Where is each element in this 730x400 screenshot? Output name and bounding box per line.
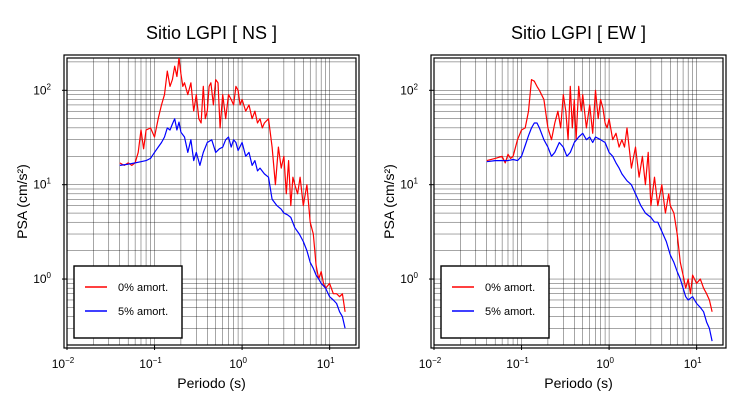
x-tick-exponent: −1: [153, 356, 163, 365]
y-tick-exponent: 2: [47, 82, 52, 91]
x-tick-label: 101: [684, 356, 702, 371]
series-line-0-amort-: [119, 58, 346, 312]
legend-label: 0% amort.: [118, 282, 168, 294]
y-tick-label: 100: [400, 271, 418, 286]
series-group: [119, 58, 346, 329]
x-tick-label: 100: [229, 356, 247, 371]
x-tick-exponent: 1: [330, 356, 335, 365]
plot-frame: [66, 57, 357, 346]
x-tick-exponent: 0: [610, 356, 615, 365]
chart-title: Sitio LGPI [ EW ]: [511, 23, 646, 43]
y-tick-label: 101: [33, 177, 51, 192]
plot-frame-outer: [430, 54, 727, 349]
grid: [66, 58, 357, 346]
series-line-5-amort-: [486, 122, 713, 342]
x-tick-label: 10−1: [506, 356, 529, 371]
legend-box: [440, 265, 550, 339]
x-tick-exponent: −2: [65, 356, 75, 365]
x-tick-exponent: −2: [432, 356, 442, 365]
y-axis-label: PSA (cm/s²): [14, 164, 30, 239]
plot-frame: [433, 57, 724, 346]
x-tick-exponent: −1: [520, 356, 530, 365]
x-tick-exponent: 1: [697, 356, 702, 365]
plot-frame-outer: [63, 54, 360, 349]
y-tick-label: 100: [33, 271, 51, 286]
x-axis-label: Periodo (s): [177, 375, 245, 391]
legend-label: 5% amort.: [485, 306, 535, 318]
series-group: [486, 78, 713, 342]
y-tick-exponent: 0: [414, 271, 419, 280]
y-tick-exponent: 1: [414, 177, 419, 186]
y-tick-label: 102: [33, 82, 51, 97]
x-tick-exponent: 0: [243, 356, 248, 365]
legend-label: 0% amort.: [485, 282, 535, 294]
y-tick-label: 102: [400, 82, 418, 97]
chart-title: Sitio LGPI [ NS ]: [146, 23, 277, 43]
legend-label: 5% amort.: [118, 306, 168, 318]
x-tick-label: 10−2: [52, 356, 75, 371]
legend-box: [73, 265, 183, 339]
x-tick-label: 101: [317, 356, 335, 371]
x-tick-label: 100: [596, 356, 614, 371]
y-tick-exponent: 1: [47, 177, 52, 186]
y-axis-label: PSA (cm/s²): [381, 164, 397, 239]
y-tick-label: 101: [400, 177, 418, 192]
series-line-5-amort-: [119, 118, 346, 329]
x-tick-label: 10−2: [419, 356, 442, 371]
y-tick-exponent: 0: [47, 271, 52, 280]
series-line-0-amort-: [486, 78, 713, 312]
y-tick-exponent: 2: [414, 82, 419, 91]
legend: 0% amort. 5% amort.: [73, 265, 183, 339]
x-tick-label: 10−1: [139, 356, 162, 371]
x-axis-label: Periodo (s): [544, 375, 612, 391]
legend: 0% amort. 5% amort.: [440, 265, 550, 339]
